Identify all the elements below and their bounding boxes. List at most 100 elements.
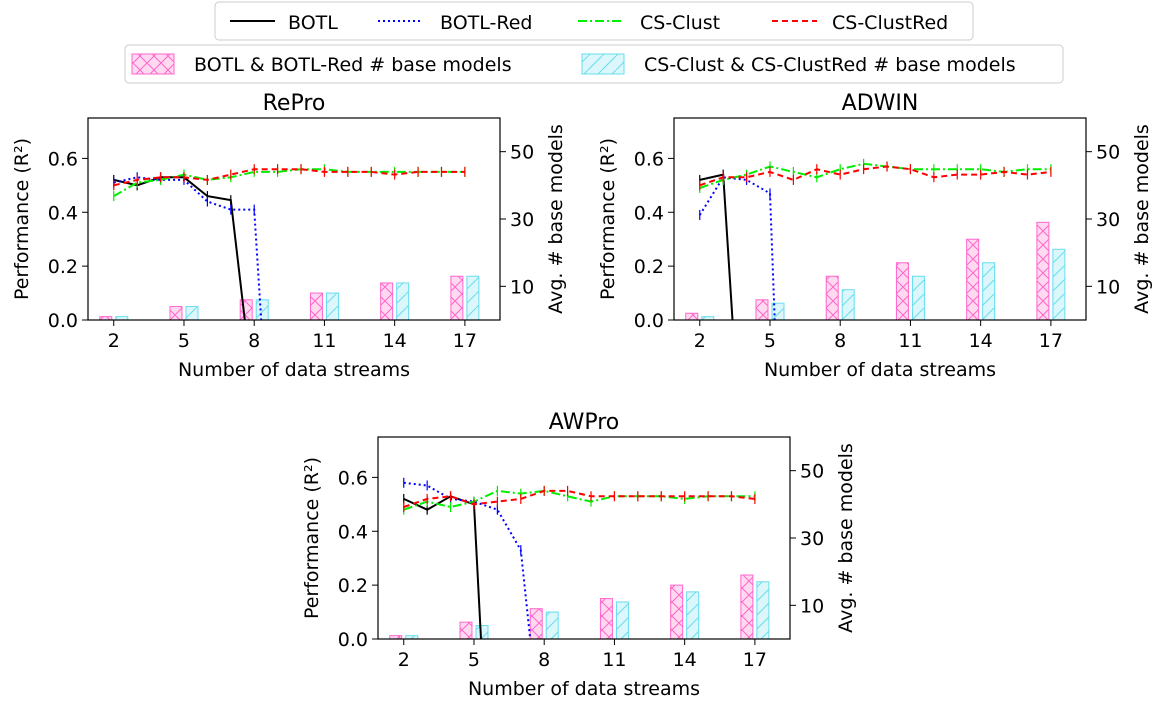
- y2-tick-label: 30: [510, 209, 534, 231]
- series-line-botl: [113, 176, 246, 321]
- x-tick-label: 8: [834, 330, 846, 352]
- x-tick-label: 17: [453, 330, 477, 352]
- bar-cs-hatch: [546, 612, 559, 639]
- x-tick-label: 17: [743, 649, 767, 671]
- bar-botl-hatch: [99, 316, 112, 320]
- bar-cs-hatch: [115, 316, 128, 320]
- x-tick-label: 5: [764, 330, 776, 352]
- bar-cs-hatch: [842, 289, 855, 320]
- y2-tick-label: 50: [510, 142, 534, 164]
- legend-label-cs-clust: CS-Clust: [640, 12, 720, 34]
- y-tick-label: 0.0: [338, 629, 368, 651]
- bar-cs-hatch: [686, 591, 699, 639]
- bar-cs-hatch: [616, 601, 629, 639]
- x-axis-label: Number of data streams: [178, 359, 410, 381]
- legend: BOTL BOTL-Red CS-Clust CS-ClustRed BOTL …: [124, 1, 1064, 84]
- x-tick-label: 8: [538, 649, 550, 671]
- y2-axis-label: Avg. # base models: [835, 443, 857, 633]
- series-line-cs-clust: [699, 162, 1051, 189]
- y-tick-label: 0.2: [48, 256, 78, 278]
- x-tick-label: 2: [694, 330, 706, 352]
- y2-tick-label: 30: [1096, 209, 1120, 231]
- chart-panel-repro: RePro 2 5 8 11 14 17 0.0 0.2 0.4 0.6 10 30 50 Number o…: [11, 91, 567, 381]
- series-line-botl: [699, 173, 734, 321]
- bar-botl-hatch: [1036, 222, 1049, 320]
- plot-frame: [87, 117, 501, 321]
- y-tick-label: 0.6: [338, 467, 368, 489]
- y2-tick-label: 30: [800, 528, 824, 550]
- bar-botl-hatch: [966, 239, 979, 320]
- x-tick-label: 5: [468, 649, 480, 671]
- y-tick-label: 0.2: [338, 575, 368, 597]
- panel-title: AWPro: [549, 410, 620, 435]
- bar-cs-hatch: [466, 276, 479, 320]
- y2-tick-label: 50: [1096, 142, 1120, 164]
- plot-frame: [377, 436, 791, 640]
- x-tick-label: 2: [108, 330, 120, 352]
- bar-botl-hatch: [670, 585, 683, 639]
- bar-cs-hatch: [912, 276, 925, 320]
- bar-botl-hatch: [169, 306, 182, 320]
- legend-line-box: [214, 1, 974, 41]
- legend-label-botl: BOTL: [288, 12, 338, 34]
- x-tick-label: 11: [312, 330, 336, 352]
- legend-label-botl-bars: BOTL & BOTL-Red # base models: [194, 54, 512, 76]
- bar-botl-hatch: [685, 313, 698, 320]
- y2-tick-label: 10: [1096, 276, 1120, 298]
- bar-cs-hatch: [701, 316, 714, 320]
- y-axis-label: Performance (R²): [301, 457, 323, 619]
- series-line-botl-red: [403, 481, 532, 640]
- series-line-botl-red: [698, 176, 776, 321]
- chart-panel-adwin: ADWIN 2 5 8 11 14 17 0.0 0.2 0.4 0.6 10 30 50 Number o…: [597, 91, 1153, 381]
- y2-tick-label: 10: [510, 276, 534, 298]
- bar-cs-hatch: [405, 635, 418, 639]
- x-tick-label: 11: [898, 330, 922, 352]
- bar-botl-hatch: [380, 282, 393, 320]
- bar-botl-hatch: [530, 608, 543, 639]
- series-line-cs-clustred: [699, 165, 1052, 187]
- bar-botl-hatch: [310, 293, 323, 320]
- x-tick-label: 17: [1039, 330, 1063, 352]
- x-tick-label: 11: [602, 649, 626, 671]
- x-tick-label: 14: [969, 330, 993, 352]
- y-tick-label: 0.0: [634, 310, 664, 332]
- y-tick-label: 0.6: [48, 148, 78, 170]
- bar-botl-hatch: [450, 276, 463, 320]
- bar-botl-hatch: [600, 598, 613, 639]
- plot-frame: [673, 117, 1087, 321]
- x-tick-label: 5: [178, 330, 190, 352]
- bar-cs-hatch: [771, 303, 784, 320]
- y-axis-label: Performance (R²): [11, 138, 33, 300]
- x-tick-label: 2: [398, 649, 410, 671]
- panel-title: ADWIN: [842, 91, 919, 116]
- bar-botl-hatch: [755, 299, 768, 320]
- bar-cs-hatch: [396, 282, 409, 320]
- y-tick-label: 0.4: [634, 202, 664, 224]
- legend-label-cs-clustred: CS-ClustRed: [832, 12, 948, 34]
- series-line-cs-clustred: [113, 168, 465, 187]
- legend-label-cs-bars: CS-Clust & CS-ClustRed # base models: [644, 54, 1016, 76]
- series-line-botl-red: [113, 176, 263, 321]
- bar-botl-hatch: [740, 575, 753, 639]
- y-tick-label: 0.6: [634, 148, 664, 170]
- x-axis-label: Number of data streams: [764, 359, 996, 381]
- bar-cs-hatch: [185, 306, 198, 320]
- y-tick-label: 0.2: [634, 256, 664, 278]
- y2-axis-label: Avg. # base models: [545, 124, 567, 314]
- y-tick-label: 0.0: [48, 310, 78, 332]
- x-tick-label: 8: [248, 330, 260, 352]
- legend-label-botl-red: BOTL-Red: [440, 12, 532, 34]
- bar-botl-hatch: [896, 262, 909, 320]
- bar-cs-hatch: [326, 293, 339, 320]
- bar-cs-hatch: [1052, 249, 1065, 320]
- bar-cs-hatch: [982, 262, 995, 320]
- bar-cs-hatch: [756, 581, 769, 639]
- x-axis-label: Number of data streams: [468, 678, 700, 700]
- bar-botl-hatch: [389, 635, 402, 639]
- y2-tick-label: 10: [800, 595, 824, 617]
- y-axis-label: Performance (R²): [597, 138, 619, 300]
- y-tick-label: 0.4: [338, 521, 368, 543]
- y-tick-label: 0.4: [48, 202, 78, 224]
- x-tick-label: 14: [673, 649, 697, 671]
